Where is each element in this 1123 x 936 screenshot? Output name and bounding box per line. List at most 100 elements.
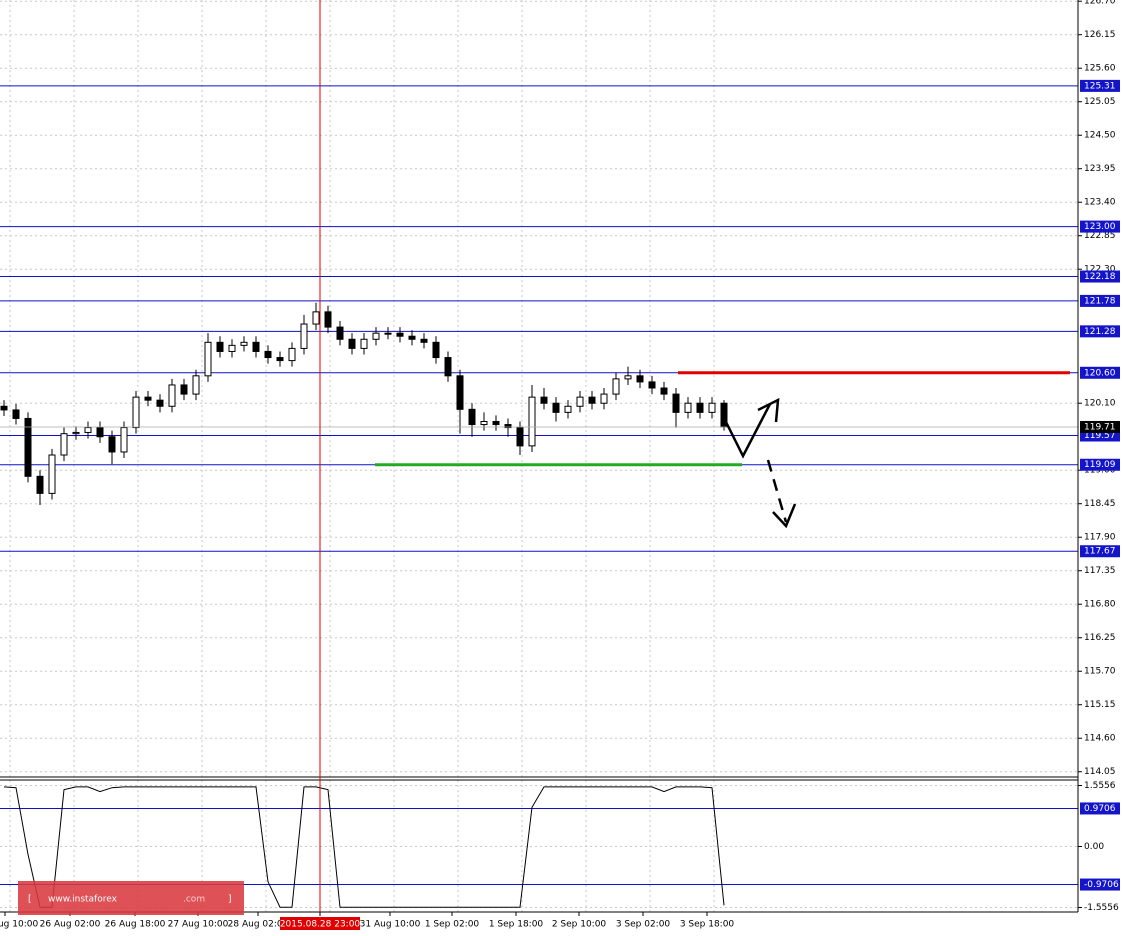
current-price-label: 119.71 (1084, 422, 1116, 432)
y-tick-label: 125.60 (1084, 64, 1116, 74)
candle-body (612, 378, 620, 395)
level-label: 119.57 (1084, 431, 1116, 441)
candle-body (120, 427, 128, 453)
candle-body (288, 347, 296, 362)
candle-body (156, 399, 164, 407)
candle-body (348, 338, 356, 349)
y-tick-label: 120.10 (1084, 399, 1116, 409)
candle-body (252, 341, 260, 352)
candle-body (24, 417, 32, 477)
candle-body (48, 454, 56, 494)
y-tick-label: 118.45 (1084, 499, 1116, 509)
watermark-text: [ (28, 895, 32, 905)
candle-body (228, 344, 236, 352)
candle-body (624, 375, 632, 380)
level-label-box (1080, 878, 1120, 891)
y-tick-label: 116.25 (1084, 633, 1116, 643)
level-label: -0.9706 (1084, 880, 1119, 890)
level-label-box (1080, 270, 1120, 283)
level-label: 0.9706 (1084, 804, 1116, 814)
level-label: 120.60 (1084, 368, 1116, 378)
x-tick-label: Aug 10:00 (0, 920, 38, 930)
candle-body (12, 409, 20, 419)
candle-body (144, 396, 152, 401)
x-tick-label: 26 Aug 02:00 (40, 920, 101, 930)
candle-body (300, 323, 308, 349)
candle-body (372, 332, 380, 340)
x-tick-label: 3 Sep 18:00 (680, 920, 735, 930)
watermark-box (18, 881, 244, 915)
level-label-box (1080, 294, 1120, 307)
candle-body (648, 381, 656, 389)
candle-body (552, 402, 560, 413)
candle-body (0, 405, 8, 411)
y-tick-label: 122.30 (1084, 265, 1116, 275)
candle-body (528, 396, 536, 447)
candle-body (444, 357, 452, 377)
candle-body (396, 332, 404, 337)
y-tick-label: 124.50 (1084, 131, 1116, 141)
candle-body (672, 393, 680, 413)
candle-body (660, 387, 668, 395)
x-tick-label: 2 Sep 10:00 (552, 920, 607, 930)
x-tick-label: 1 Sep 02:00 (425, 920, 480, 930)
candle-body (36, 475, 44, 494)
candle-body (72, 431, 80, 435)
candle-body (132, 396, 140, 429)
candle-body (696, 402, 704, 413)
candle-body (480, 421, 488, 426)
y-tick-label: 123.95 (1084, 164, 1116, 174)
candle-body (384, 332, 392, 335)
candle-body (204, 341, 212, 377)
candle-body (324, 311, 332, 328)
y-tick-label: 126.70 (1084, 0, 1116, 7)
watermark-text: .com (183, 895, 205, 905)
candle-body (540, 396, 548, 404)
level-label-box (1080, 220, 1120, 233)
level-label: 119.09 (1084, 460, 1116, 470)
candle-body (456, 375, 464, 410)
candle-body (708, 402, 716, 413)
candle-body (216, 341, 224, 352)
y-tick-label: 122.85 (1084, 231, 1116, 241)
level-label: 123.00 (1084, 222, 1116, 232)
x-tick-label: 28 Aug 02:00 (228, 920, 289, 930)
level-label: 125.31 (1084, 81, 1116, 91)
level-label-box (1080, 325, 1120, 338)
candle-body (564, 405, 572, 413)
watermark-text: ] (228, 895, 232, 905)
y-tick-label: 0.00 (1084, 842, 1104, 852)
candle-body (408, 335, 416, 340)
y-tick-label: 126.15 (1084, 30, 1116, 40)
candle-body (60, 433, 68, 456)
candle-body (576, 396, 584, 407)
candle-body (432, 341, 440, 359)
y-tick-label: 115.70 (1084, 667, 1116, 677)
level-label: 121.78 (1084, 296, 1116, 306)
candle-body (240, 341, 248, 346)
candle-body (336, 326, 344, 340)
candle-body (684, 402, 692, 413)
candle-body (360, 338, 368, 349)
level-label-box (1080, 545, 1120, 558)
forecast-arrow (723, 403, 772, 459)
level-label-box (1080, 802, 1120, 815)
candle-body (588, 396, 596, 404)
y-tick-label: 123.40 (1084, 198, 1116, 208)
y-tick-label: 116.80 (1084, 600, 1116, 610)
current-price-box (1080, 420, 1120, 433)
y-tick-label: 115.15 (1084, 700, 1116, 710)
level-label: 121.28 (1084, 327, 1116, 337)
marker-label-box (280, 917, 360, 930)
x-tick-label: 31 Aug 10:00 (360, 920, 421, 930)
level-label: 122.18 (1084, 272, 1116, 282)
candle-body (276, 357, 284, 362)
watermark-text: www.instaforex (48, 895, 118, 905)
candle-body (516, 427, 524, 447)
candle-body (420, 338, 428, 343)
indicator-line (3, 786, 725, 908)
y-tick-label: 114.60 (1084, 734, 1116, 744)
arrow-head (757, 397, 780, 423)
x-tick-label: 3 Sep 02:00 (616, 920, 671, 930)
